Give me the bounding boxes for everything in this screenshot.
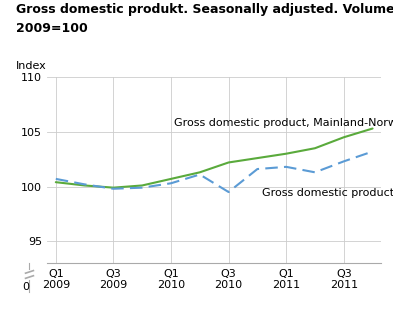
Text: Gross domestic product: Gross domestic product — [262, 188, 393, 198]
Text: Gross domestic produkt. Seasonally adjusted. Volume indices.: Gross domestic produkt. Seasonally adjus… — [16, 3, 393, 16]
Text: 2009=100: 2009=100 — [16, 22, 88, 35]
Text: Index: Index — [16, 61, 46, 71]
Text: Gross domestic product, Mainland-Norway: Gross domestic product, Mainland-Norway — [174, 118, 393, 128]
Text: 0: 0 — [22, 282, 29, 292]
